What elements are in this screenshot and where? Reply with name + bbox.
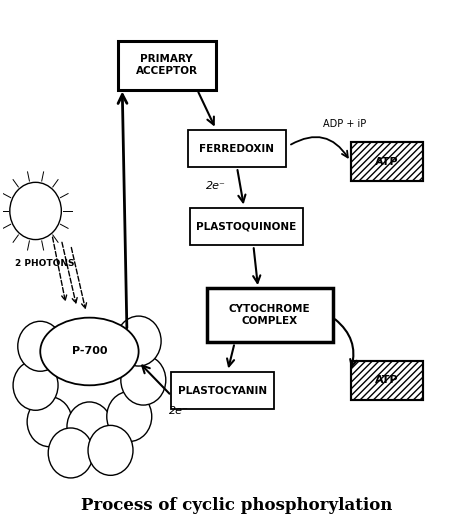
Text: CYTOCHROME
COMPLEX: CYTOCHROME COMPLEX (229, 304, 310, 326)
Circle shape (107, 391, 152, 441)
FancyBboxPatch shape (118, 41, 216, 90)
FancyBboxPatch shape (190, 208, 302, 245)
FancyBboxPatch shape (351, 361, 423, 400)
Text: FERREDOXIN: FERREDOXIN (200, 144, 274, 154)
FancyBboxPatch shape (351, 142, 423, 181)
Text: P-700: P-700 (72, 347, 107, 357)
Circle shape (27, 397, 72, 447)
Circle shape (121, 355, 166, 405)
Text: ATP: ATP (375, 157, 399, 167)
FancyBboxPatch shape (207, 288, 333, 342)
Text: 2e⁻: 2e⁻ (206, 181, 226, 191)
Circle shape (10, 183, 61, 239)
Text: ATP: ATP (375, 375, 399, 385)
FancyBboxPatch shape (188, 130, 286, 167)
Text: PLASTOQUINONE: PLASTOQUINONE (196, 221, 297, 231)
Circle shape (67, 402, 112, 452)
Circle shape (18, 321, 63, 371)
Text: Process of cyclic phosphorylation: Process of cyclic phosphorylation (82, 497, 392, 513)
Circle shape (48, 428, 93, 478)
Text: PRIMARY
ACCEPTOR: PRIMARY ACCEPTOR (136, 54, 198, 76)
Text: 2 PHOTONS: 2 PHOTONS (15, 258, 75, 268)
Circle shape (88, 426, 133, 476)
Circle shape (13, 360, 58, 410)
Ellipse shape (40, 318, 138, 386)
Text: 2e⁻: 2e⁻ (168, 406, 188, 416)
Text: ADP + iP: ADP + iP (323, 118, 366, 128)
Text: PLASTOCYANIN: PLASTOCYANIN (178, 386, 267, 396)
FancyBboxPatch shape (172, 372, 274, 409)
Circle shape (116, 316, 161, 366)
